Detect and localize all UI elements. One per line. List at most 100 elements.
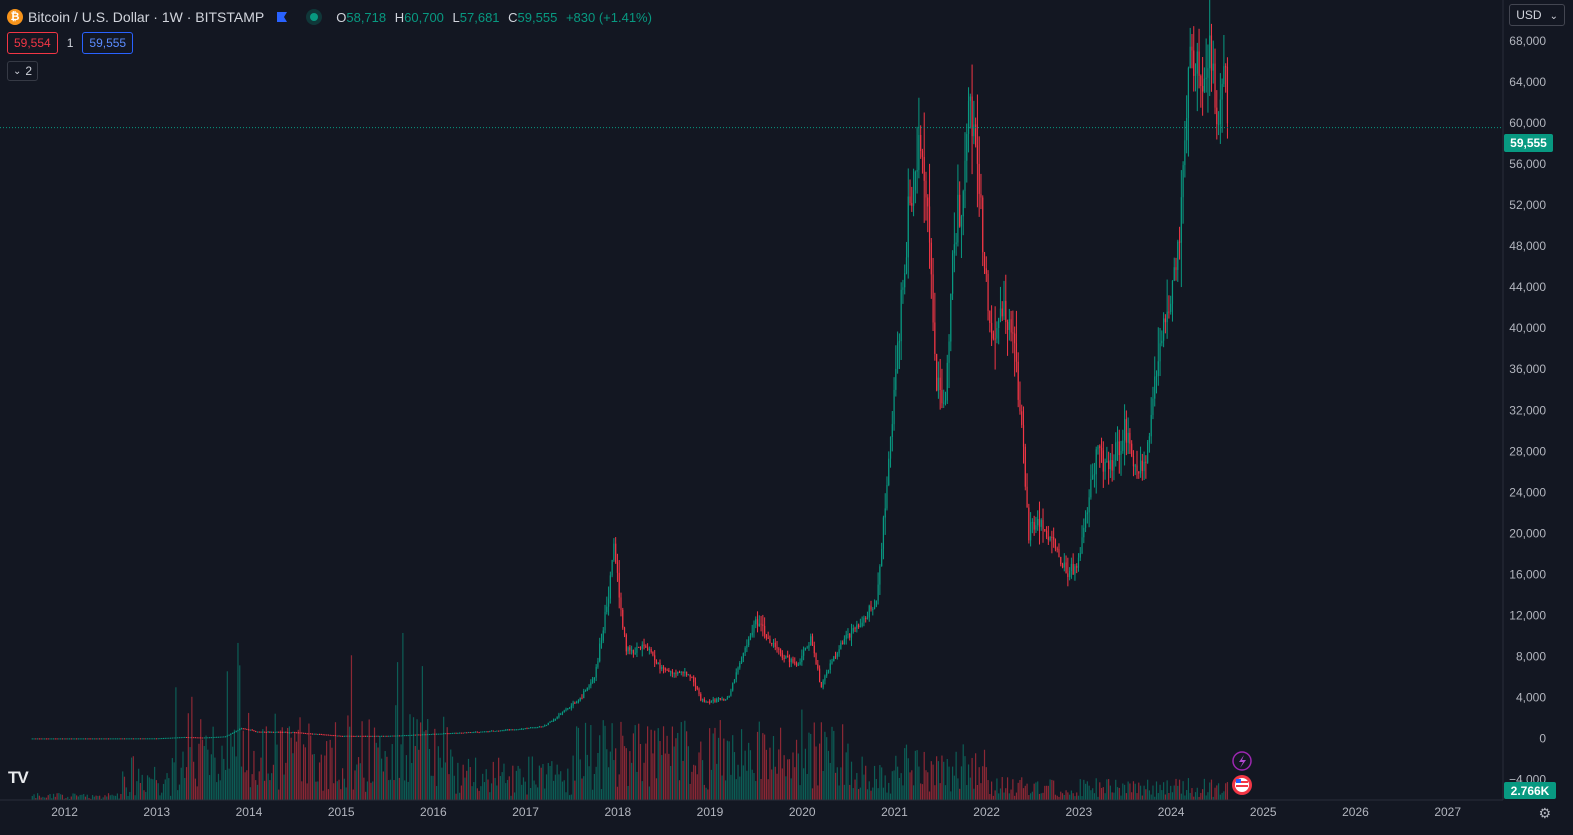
volume-bar (83, 794, 85, 800)
volume-bar (615, 748, 617, 800)
volume-bar (1070, 790, 1072, 800)
candle-body (572, 702, 574, 706)
candle-body (331, 735, 333, 737)
volume-bar (219, 780, 221, 800)
volume-bar (262, 729, 264, 800)
sell-button[interactable]: 59,554 (7, 32, 58, 54)
candle-body (1033, 522, 1035, 530)
volume-bar (99, 795, 101, 800)
volume-bar (372, 781, 374, 800)
candle-body (881, 548, 883, 567)
volume-bar (843, 784, 846, 800)
candle-body (568, 707, 571, 709)
candle-body (694, 682, 697, 687)
candle-body (1017, 361, 1019, 400)
volume-bar (315, 781, 317, 800)
volume-bar (407, 781, 409, 800)
candle-body (600, 640, 603, 644)
candle-body (1022, 425, 1025, 447)
symbol-title[interactable]: Bitcoin / U.S. Dollar · 1W · BITSTAMP (28, 9, 265, 25)
volume-bar (918, 766, 920, 800)
candle-body (1088, 497, 1090, 513)
volume-bar (670, 765, 672, 800)
candle-body (810, 636, 812, 646)
candle-body (285, 731, 287, 733)
candle-body (221, 736, 223, 738)
candle-body (363, 735, 365, 737)
volume-bar (274, 713, 276, 800)
candle-body (324, 734, 326, 736)
currency-select[interactable]: USD ⌄ (1509, 4, 1565, 26)
candle-body (936, 353, 938, 391)
candle-body (483, 731, 486, 733)
price-tick-label: 0 (1539, 731, 1546, 745)
market-status-icon[interactable] (306, 9, 323, 25)
candle-body (1015, 343, 1018, 362)
candle-body (405, 735, 408, 737)
candle-body (232, 732, 234, 734)
volume-bar (1090, 790, 1092, 800)
volume-bar (235, 756, 237, 800)
volume-bar (732, 735, 734, 800)
time-tick-label: 2014 (236, 805, 263, 819)
candle-body (1012, 332, 1014, 334)
volume-bar (850, 761, 853, 800)
candle-body (730, 690, 732, 696)
candle-body (68, 738, 71, 740)
gear-icon[interactable]: ⚙ (1538, 805, 1551, 821)
symbol-legend[interactable]: ₿ Bitcoin / U.S. Dollar · 1W · BITSTAMP … (7, 7, 657, 27)
candle-body (1226, 66, 1229, 124)
candle-body (962, 191, 964, 217)
volume-bar (503, 763, 505, 800)
volume-bar (904, 748, 906, 800)
candle-body (148, 738, 150, 740)
volume-bar (1056, 795, 1058, 800)
quantity-value[interactable]: 1 (66, 36, 74, 50)
volume-bar (381, 758, 383, 800)
candle-body (260, 731, 262, 733)
candle-body (1077, 557, 1080, 568)
volume-bar (950, 791, 952, 800)
candle-body (764, 625, 766, 635)
volume-bar (240, 766, 243, 800)
candle-body (418, 734, 420, 736)
currency-value: USD (1516, 8, 1542, 22)
volume-bar (51, 798, 53, 800)
buy-button[interactable]: 59,555 (82, 32, 134, 54)
volume-bar (1031, 791, 1033, 800)
candle-body (753, 624, 755, 633)
candle-body (870, 605, 872, 610)
time-scale[interactable]: 2012 2013 2014 2015 2016 2017 2018 2019 2020 2021… (51, 805, 1461, 819)
bookmark-flag-icon[interactable] (276, 11, 288, 23)
us-flag-icon[interactable] (1232, 775, 1252, 795)
candle-body (1207, 68, 1209, 78)
candle-body (159, 738, 161, 740)
candle-body (460, 732, 462, 734)
volume-bar (712, 733, 714, 800)
time-tick-label: 2015 (328, 805, 355, 819)
volume-bar (49, 793, 51, 800)
candle-body (740, 658, 743, 663)
volume-bar (1005, 788, 1007, 800)
candle-body (74, 738, 76, 740)
tradingview-logo[interactable]: TV (8, 768, 29, 787)
candle-body (937, 377, 939, 391)
volume-bar (907, 758, 909, 800)
indicators-collapse-button[interactable]: ⌄ 2 (7, 61, 39, 81)
candle-body (248, 729, 250, 731)
volume-bar (125, 787, 127, 800)
candle-body (992, 333, 994, 339)
price-scale[interactable]: 68,000 64,000 60,000 56,000 52,000 48,000 44,0… (1509, 34, 1546, 786)
candle-body (462, 732, 464, 734)
volume-bar (740, 729, 743, 800)
volume-bar (212, 726, 214, 800)
candle-body (361, 735, 363, 737)
candle-body (154, 738, 156, 740)
volume-bar (1194, 792, 1197, 800)
volume-bar (1152, 785, 1154, 800)
lightning-icon[interactable] (1232, 751, 1252, 771)
candle-body (675, 672, 677, 674)
volume-bar (279, 730, 282, 800)
volume-bar (799, 785, 801, 800)
